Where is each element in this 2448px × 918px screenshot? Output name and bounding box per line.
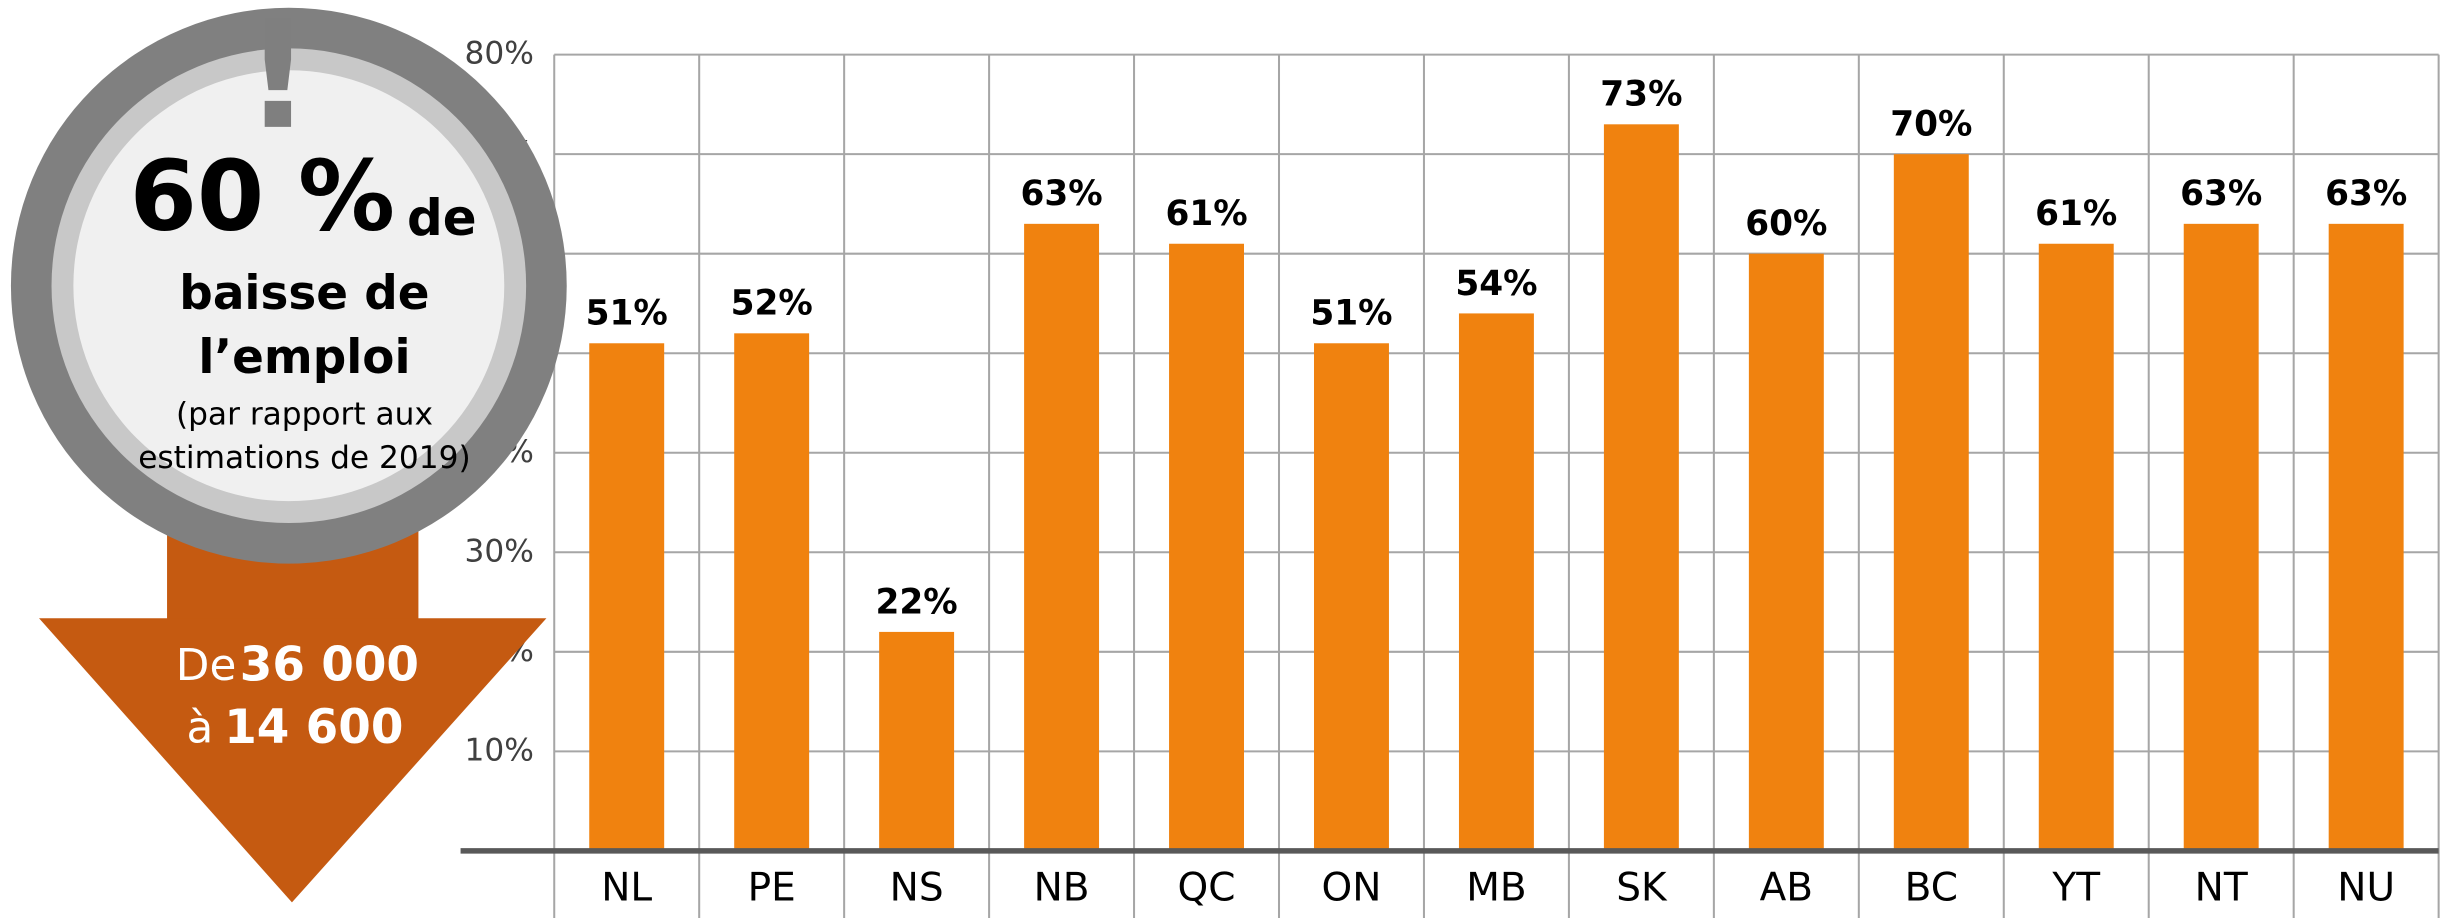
x-tick-label: NL (601, 865, 652, 910)
x-tick-label: BC (1905, 865, 1958, 910)
value-label: 22% (876, 582, 958, 622)
x-tick-label: SK (1616, 865, 1668, 910)
headline-suffix: de (407, 189, 477, 247)
bar (1314, 343, 1389, 851)
plot: 10%20%30%40%50%60%70%80%NL51%PE52%NS22%N… (460, 36, 2440, 918)
arrow-text: à (186, 703, 213, 754)
value-label: 63% (2180, 174, 2262, 214)
bar (589, 343, 665, 851)
value-label: 63% (1020, 174, 1102, 214)
bar (1169, 243, 1244, 851)
value-label: 70% (1890, 105, 1972, 145)
x-tick-label: ON (1322, 865, 1382, 910)
x-tick-label: NT (2195, 865, 2248, 910)
note: (par rapport aux (176, 396, 433, 432)
bar (1893, 154, 1969, 851)
bar (1458, 313, 1534, 851)
bar (1603, 124, 1679, 851)
value-label: 73% (1600, 75, 1682, 115)
bar (879, 631, 955, 851)
y-tick-label: 80% (465, 36, 534, 72)
value-label: 60% (1745, 204, 1827, 244)
bar (734, 333, 810, 851)
infographic: ! 60 % de baisse de l’emploi (par rappor… (10, 0, 567, 903)
x-tick-label: MB (1466, 865, 1526, 910)
exclamation: ! (244, 0, 312, 163)
bar (1748, 253, 1824, 851)
x-tick-label: PE (748, 865, 796, 910)
bar (2038, 243, 2114, 851)
value-label: 51% (586, 294, 668, 334)
arrow-head (39, 618, 547, 903)
headline: 60 % (130, 139, 395, 252)
line: l’emploi (198, 331, 410, 385)
x-tick-label: NU (2337, 865, 2395, 910)
value-label: 54% (1455, 264, 1537, 304)
bar (1024, 223, 1100, 851)
bar (2328, 223, 2404, 851)
y-tick-label: 10% (465, 732, 534, 768)
inner-circle (73, 70, 505, 502)
x-tick-label: NB (1034, 865, 1090, 910)
arrow-value: 14 600 (224, 701, 403, 755)
arrow-text: De (176, 640, 237, 691)
value-label: 61% (1165, 194, 1247, 234)
value-label: 51% (1310, 294, 1392, 334)
y-tick-label: 30% (465, 533, 534, 569)
note: estimations de 2019) (138, 440, 471, 476)
x-tick-label: QC (1178, 865, 1236, 910)
value-label: 52% (731, 284, 813, 324)
x-tick-label: YT (2051, 865, 2100, 910)
x-tick-label: AB (1760, 865, 1813, 910)
bar (2183, 223, 2259, 851)
arrow-value: 36 000 (240, 639, 419, 693)
value-label: 61% (2035, 194, 2117, 234)
line: baisse de (179, 267, 429, 321)
x-tick-label: NS (890, 865, 944, 910)
value-label: 63% (2325, 174, 2407, 214)
